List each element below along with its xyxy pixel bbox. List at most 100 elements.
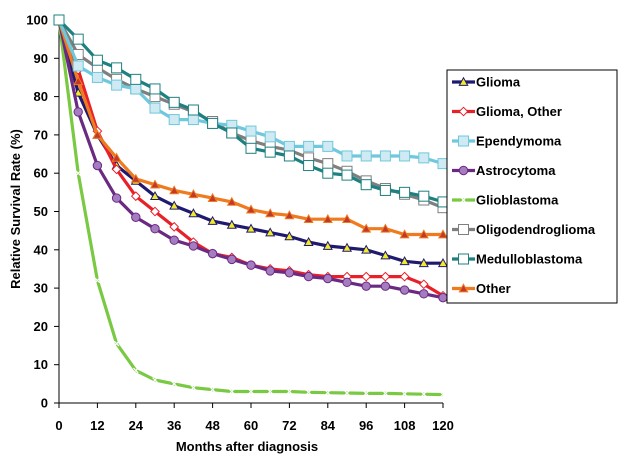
data-point bbox=[169, 200, 180, 210]
y-tick-label: 30 bbox=[34, 281, 48, 296]
data-point bbox=[188, 189, 199, 199]
data-point bbox=[132, 367, 139, 374]
x-tick-label: 120 bbox=[432, 418, 454, 433]
axes: 0 10 20 30 40 50 60 70 80 90 100 0 12 24 36 48 60 72 84 96 1… bbox=[26, 13, 454, 434]
data-point bbox=[323, 273, 333, 284]
data-point bbox=[284, 231, 295, 241]
y-tick-label: 0 bbox=[41, 396, 48, 411]
data-point bbox=[226, 127, 238, 139]
data-point bbox=[303, 213, 314, 224]
data-point bbox=[418, 279, 429, 290]
x-tick-label: 36 bbox=[167, 418, 181, 433]
data-point bbox=[188, 208, 199, 218]
data-point bbox=[283, 150, 295, 162]
data-point bbox=[168, 114, 180, 126]
data-point bbox=[94, 277, 101, 284]
y-axis-title: Relative Survival Rate (%) bbox=[8, 129, 23, 289]
data-point bbox=[245, 142, 257, 154]
data-point bbox=[341, 242, 353, 252]
data-point bbox=[437, 257, 449, 268]
data-point bbox=[228, 388, 235, 395]
legend-item: Astrocytoma bbox=[452, 163, 556, 178]
data-point bbox=[379, 150, 391, 162]
data-point bbox=[399, 186, 411, 198]
data-point bbox=[168, 96, 180, 108]
x-tick-label: 84 bbox=[321, 418, 336, 433]
legend-marker bbox=[458, 224, 469, 235]
legend-item: Glioma bbox=[452, 75, 521, 90]
data-point bbox=[227, 254, 237, 265]
series-oligodendroglioma bbox=[53, 14, 449, 214]
legend-marker bbox=[458, 76, 469, 86]
data-point bbox=[131, 212, 141, 222]
data-point bbox=[245, 204, 257, 214]
data-point bbox=[420, 391, 427, 398]
data-point bbox=[149, 83, 161, 95]
y-tick-label: 70 bbox=[34, 127, 48, 142]
data-point bbox=[265, 266, 275, 276]
y-tick-label: 90 bbox=[34, 51, 48, 66]
legend-box bbox=[446, 69, 618, 304]
data-point bbox=[342, 277, 352, 288]
data-point bbox=[130, 83, 142, 95]
data-point bbox=[418, 152, 430, 164]
data-point bbox=[322, 140, 334, 152]
series-layer bbox=[53, 14, 449, 398]
data-point bbox=[324, 389, 331, 396]
data-point bbox=[399, 271, 410, 282]
data-point bbox=[363, 390, 370, 397]
legend-marker bbox=[458, 135, 469, 147]
legend-label: Astrocytoma bbox=[476, 163, 556, 178]
data-point bbox=[91, 71, 103, 83]
data-point bbox=[303, 140, 315, 152]
data-point bbox=[361, 281, 371, 291]
data-point bbox=[92, 160, 103, 171]
data-point bbox=[207, 192, 218, 202]
data-point bbox=[92, 129, 103, 139]
x-tick-label: 108 bbox=[394, 418, 416, 433]
data-point bbox=[303, 271, 314, 282]
legend-item: Ependymoma bbox=[452, 134, 562, 149]
data-point bbox=[72, 60, 84, 72]
legend-label: Oligodendroglioma bbox=[476, 222, 596, 237]
data-point bbox=[399, 256, 410, 266]
data-point bbox=[111, 152, 122, 162]
legend-item: Glioblastoma bbox=[452, 193, 559, 208]
data-point bbox=[341, 213, 353, 224]
data-point bbox=[303, 236, 314, 246]
data-point bbox=[149, 179, 161, 189]
data-point bbox=[265, 227, 276, 237]
legend-label: Glioma, Other bbox=[476, 104, 562, 119]
legend-label: Ependymoma bbox=[476, 134, 562, 149]
data-point bbox=[399, 285, 410, 295]
series-glioblastoma bbox=[56, 17, 446, 398]
data-point bbox=[111, 62, 123, 74]
data-point bbox=[399, 229, 410, 239]
data-point bbox=[149, 102, 161, 114]
data-point bbox=[264, 131, 276, 143]
y-tick-label: 50 bbox=[34, 204, 48, 219]
legend-label: Glioma bbox=[476, 75, 521, 90]
series-line bbox=[57, 19, 444, 210]
data-point bbox=[207, 117, 219, 129]
data-point bbox=[360, 179, 372, 191]
series-line bbox=[57, 18, 444, 204]
data-point bbox=[149, 190, 161, 201]
data-point bbox=[187, 104, 199, 116]
data-point bbox=[226, 196, 237, 206]
data-point bbox=[419, 289, 429, 299]
x-tick-label: 12 bbox=[90, 418, 104, 433]
data-point bbox=[440, 391, 446, 398]
data-point bbox=[169, 221, 180, 232]
data-point bbox=[265, 208, 276, 218]
y-tick-label: 60 bbox=[34, 166, 48, 181]
data-point bbox=[305, 389, 312, 396]
data-point bbox=[130, 173, 141, 183]
data-point bbox=[380, 250, 391, 260]
legend-marker bbox=[458, 283, 469, 293]
data-point bbox=[418, 257, 429, 268]
data-point bbox=[361, 244, 372, 254]
data-point bbox=[245, 125, 257, 137]
y-tick-label: 80 bbox=[34, 89, 48, 104]
